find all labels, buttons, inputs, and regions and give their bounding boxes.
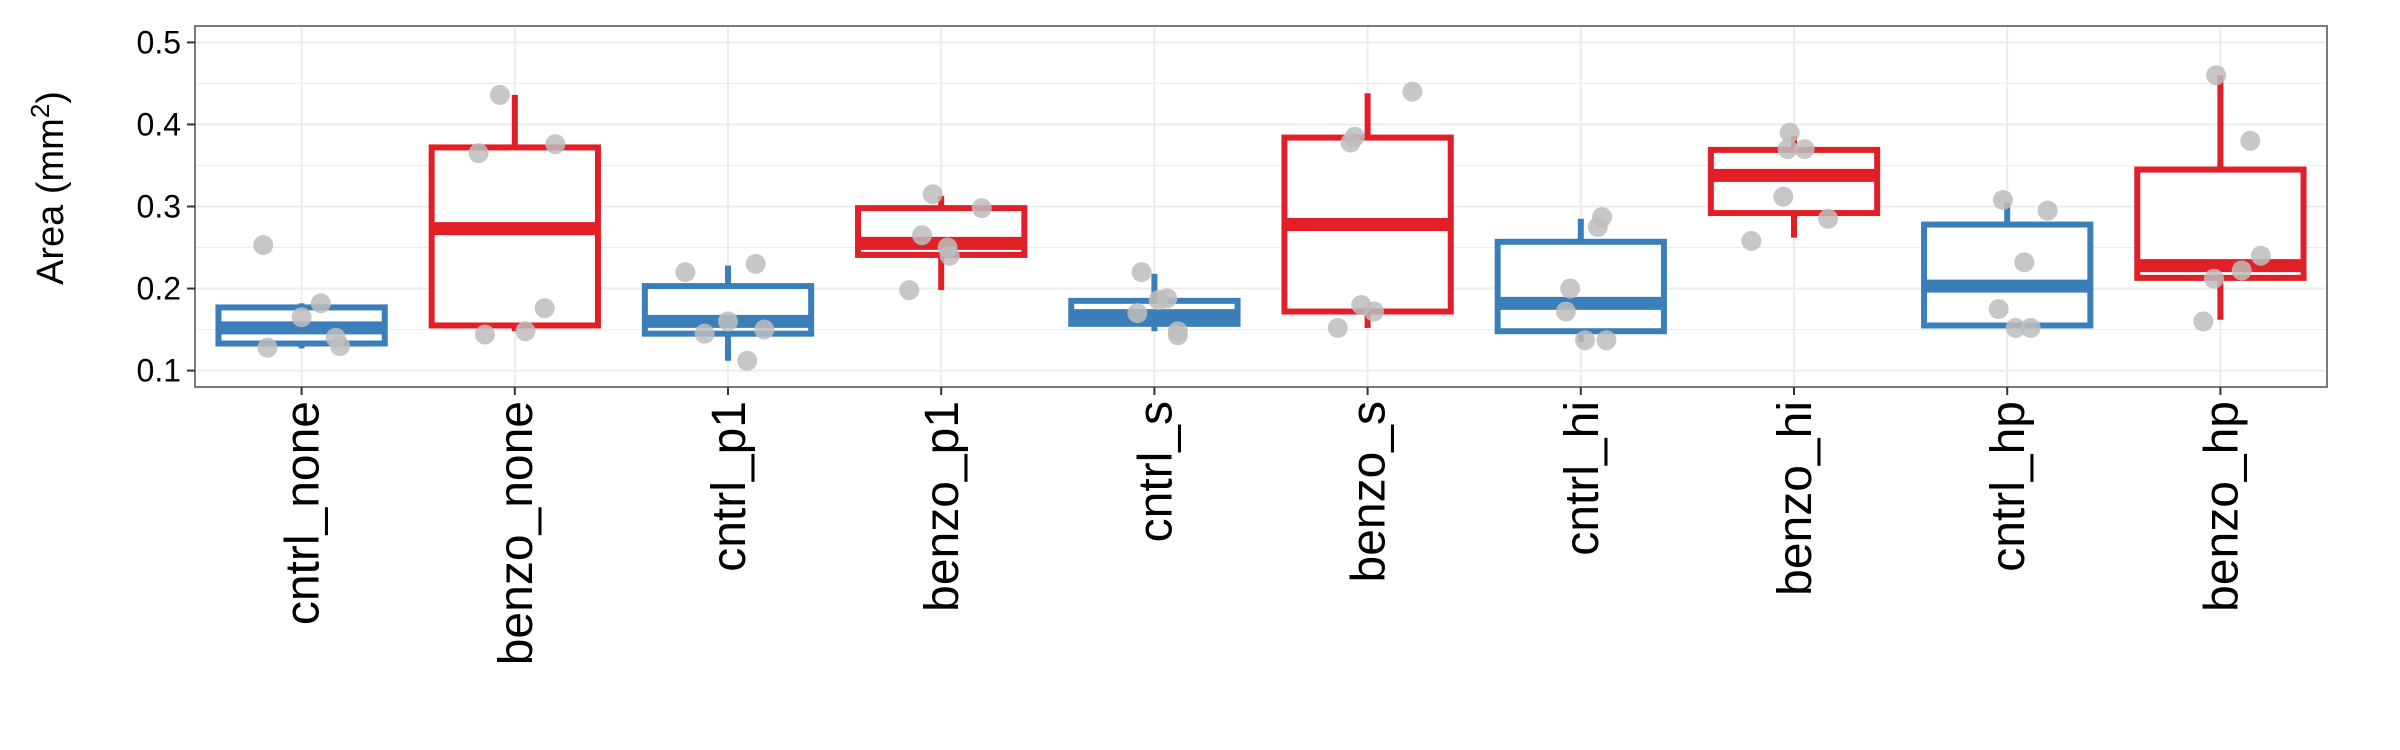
y-tick-label: 0.2 <box>137 271 181 307</box>
box-benzo_none <box>428 94 601 332</box>
data-point <box>1988 299 2009 320</box>
data-point <box>1340 132 1361 153</box>
data-point <box>2204 268 2225 289</box>
data-point <box>1148 290 1169 311</box>
data-point <box>1363 301 1384 322</box>
data-point <box>737 350 758 371</box>
x-tick-label: benzo_none <box>490 401 543 665</box>
data-point <box>1773 186 1794 207</box>
x-tick-label: benzo_hi <box>1769 401 1822 596</box>
data-point <box>468 143 489 164</box>
data-point <box>675 262 696 283</box>
data-point <box>1587 217 1608 238</box>
data-point <box>1741 230 1762 251</box>
data-point <box>899 280 920 301</box>
data-point <box>922 184 943 205</box>
data-point <box>253 235 274 256</box>
data-point <box>1560 278 1581 299</box>
data-point <box>329 335 350 356</box>
y-axis-title: Area (mm2) <box>25 91 72 285</box>
box-benzo_hi <box>1707 135 1881 238</box>
data-point <box>310 293 331 314</box>
x-tick-label: benzo_hp <box>2195 401 2248 612</box>
y-axis: 0.1 0.2 0.3 0.4 0.5 <box>137 24 195 389</box>
data-point <box>2250 245 2271 266</box>
data-point <box>545 134 566 155</box>
data-point <box>1794 139 1815 160</box>
data-point <box>1555 301 1576 322</box>
data-point <box>2193 311 2214 332</box>
data-point <box>489 84 510 105</box>
data-point <box>2037 200 2058 221</box>
data-point <box>2005 317 2026 338</box>
data-point <box>291 307 312 328</box>
data-point <box>1575 330 1596 351</box>
data-point <box>257 337 278 358</box>
y-axis-title-suffix: ) <box>30 91 72 104</box>
data-point <box>2014 252 2035 273</box>
data-point <box>2231 260 2252 281</box>
data-point <box>534 298 555 319</box>
data-point <box>937 237 958 258</box>
x-tick-label: cntrl_s <box>1129 401 1182 542</box>
box-benzo_s <box>1281 93 1454 328</box>
data-point <box>718 311 738 332</box>
x-tick-label: benzo_p1 <box>916 401 969 612</box>
data-point <box>1818 208 1839 229</box>
data-point <box>745 253 766 274</box>
data-point <box>1327 317 1348 338</box>
x-tick-label: cntrl_p1 <box>703 401 756 572</box>
data-point <box>2206 65 2227 86</box>
box-cntrl_hi <box>1494 218 1667 342</box>
data-point <box>1777 139 1798 160</box>
y-tick-label: 0.5 <box>137 24 181 60</box>
y-tick-label: 0.1 <box>137 353 181 389</box>
data-point <box>1596 330 1617 351</box>
data-point <box>971 198 992 219</box>
box-cntrl_s <box>1068 273 1241 332</box>
y-tick-label: 0.4 <box>137 106 181 142</box>
data-point <box>474 324 495 345</box>
data-point <box>1779 122 1800 143</box>
data-point <box>912 225 933 246</box>
data-point <box>1402 81 1423 102</box>
y-axis-title-superscript: 2 <box>25 104 55 118</box>
x-tick-label: cntrl_hi <box>1556 401 1609 556</box>
data-point <box>1167 325 1188 346</box>
data-point <box>1131 262 1152 283</box>
data-point <box>754 319 775 340</box>
data-point <box>515 321 536 342</box>
x-axis: cntrl_none benzo_none cntrl_p1 benzo_p1 cntr… <box>277 387 2248 665</box>
box-body <box>1494 238 1667 335</box>
data-point <box>1127 303 1148 324</box>
data-point <box>2020 317 2041 338</box>
x-tick-label: cntrl_hp <box>1982 401 2035 572</box>
data-point <box>694 323 715 344</box>
y-axis-title-main: Area (mm <box>30 118 72 285</box>
x-tick-label: cntrl_none <box>277 401 330 625</box>
box-series <box>215 75 2307 361</box>
x-tick-label: benzo_s <box>1343 401 1396 582</box>
box-body <box>428 144 601 329</box>
y-tick-label: 0.3 <box>137 189 181 225</box>
data-point <box>2240 130 2261 151</box>
data-point <box>1992 189 2013 210</box>
jitter-points <box>253 65 2271 371</box>
